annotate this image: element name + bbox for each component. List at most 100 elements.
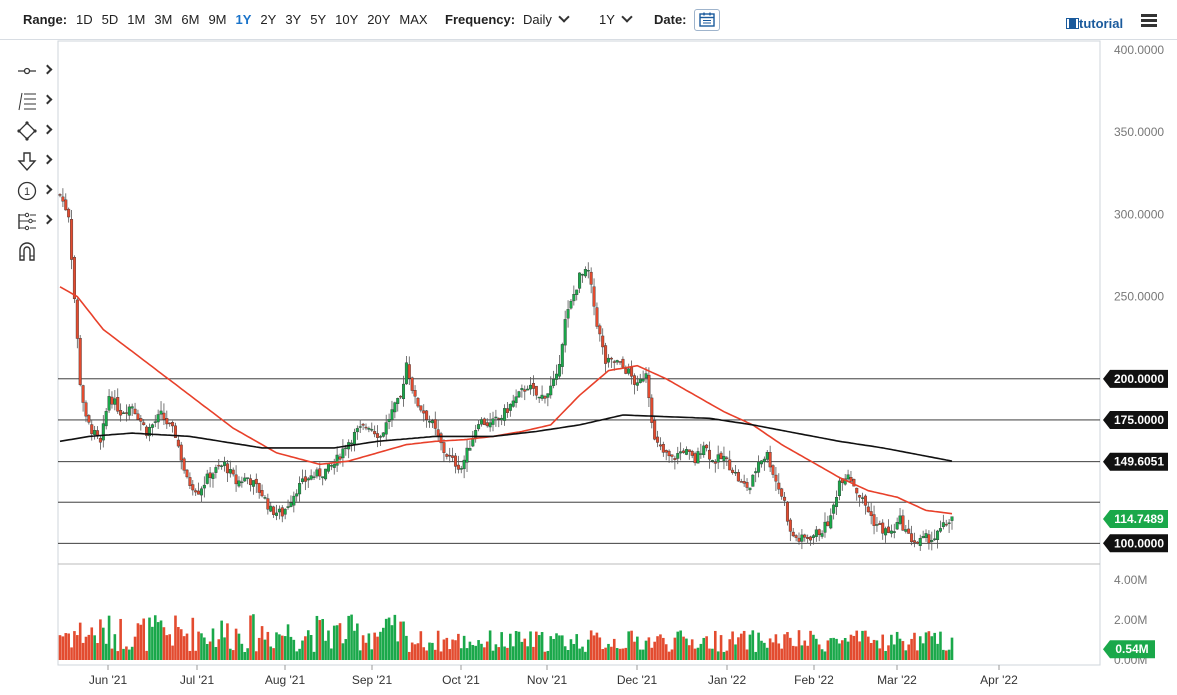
candle-body bbox=[748, 487, 752, 491]
range-2y[interactable]: 2Y bbox=[260, 12, 277, 27]
candle-body bbox=[107, 396, 111, 411]
period-value: 1Y bbox=[599, 12, 615, 27]
candle-body bbox=[488, 422, 492, 428]
hamburger-menu-icon[interactable] bbox=[1141, 14, 1157, 28]
volume-bar bbox=[690, 639, 694, 660]
range-3y[interactable]: 3Y bbox=[285, 12, 302, 27]
tool-patterns[interactable] bbox=[10, 208, 53, 238]
candle-body bbox=[159, 410, 163, 415]
candle-body bbox=[598, 325, 602, 335]
volume-bar bbox=[382, 627, 385, 660]
volume-bar bbox=[676, 631, 680, 660]
candle-body bbox=[127, 406, 131, 416]
range-1y[interactable]: 1Y bbox=[235, 12, 252, 27]
date-picker-button[interactable] bbox=[694, 9, 720, 31]
candle-body bbox=[780, 488, 784, 497]
period-select[interactable]: 1Y bbox=[599, 11, 633, 27]
candle-body bbox=[90, 424, 94, 435]
range-5d[interactable]: 5D bbox=[101, 12, 119, 27]
candle-body bbox=[231, 469, 235, 475]
volume-bar bbox=[913, 632, 916, 660]
candle-body bbox=[889, 530, 893, 534]
candle-body bbox=[950, 516, 954, 521]
candle-body bbox=[572, 294, 576, 302]
candle-body bbox=[716, 454, 720, 463]
volume-bar bbox=[399, 621, 402, 660]
candle-body bbox=[858, 495, 862, 498]
volume-bar bbox=[517, 631, 521, 660]
tool-fibonacci[interactable] bbox=[10, 88, 53, 118]
range-10y[interactable]: 10Y bbox=[335, 12, 359, 27]
volume-bar bbox=[390, 625, 394, 660]
volume-bar bbox=[384, 618, 388, 660]
candle-body bbox=[318, 468, 322, 477]
volume-bar bbox=[575, 634, 579, 660]
volume-bar bbox=[514, 631, 518, 660]
volume-bar bbox=[679, 630, 682, 660]
volume-bar bbox=[254, 651, 258, 660]
volume-bar bbox=[145, 650, 148, 660]
volume-bar bbox=[636, 636, 639, 660]
candle-body bbox=[835, 497, 839, 507]
tool-line[interactable] bbox=[10, 58, 53, 88]
volume-bar bbox=[543, 651, 547, 660]
volume-bar bbox=[673, 637, 677, 660]
candle-body bbox=[156, 414, 160, 423]
frequency-select[interactable]: Daily bbox=[523, 11, 570, 27]
range-20y[interactable]: 20Y bbox=[367, 12, 391, 27]
candle-body bbox=[881, 522, 885, 534]
volume-bar bbox=[803, 640, 807, 660]
volume-bar bbox=[127, 649, 131, 660]
tool-arrow[interactable] bbox=[10, 148, 53, 178]
candle-body bbox=[537, 396, 541, 399]
volume-bar bbox=[278, 634, 281, 660]
volume-bar bbox=[448, 649, 452, 660]
candle-body bbox=[612, 361, 616, 363]
volume-bar bbox=[252, 614, 255, 660]
candle-body bbox=[624, 368, 628, 374]
candle-body bbox=[800, 534, 804, 542]
candle-body bbox=[280, 507, 284, 517]
candle-body bbox=[814, 529, 818, 537]
volume-bar bbox=[820, 649, 824, 660]
range-1d[interactable]: 1D bbox=[76, 12, 93, 27]
volume-bar bbox=[474, 645, 477, 660]
volume-bar bbox=[70, 647, 73, 660]
volume-bar bbox=[191, 617, 195, 660]
last-price-badge-bg bbox=[1103, 510, 1168, 529]
candle-body bbox=[84, 402, 88, 417]
volume-bar bbox=[688, 645, 691, 660]
candle-body bbox=[523, 389, 527, 392]
range-3m[interactable]: 3M bbox=[154, 12, 173, 27]
range-5y[interactable]: 5Y bbox=[310, 12, 327, 27]
volume-bar bbox=[892, 644, 896, 660]
tool-magnet[interactable] bbox=[10, 238, 52, 268]
volume-bar bbox=[858, 641, 861, 660]
range-buttons: 1D 5D 1M 3M 6M 9M 1Y 2Y 3Y 5Y 10Y 20Y MAX bbox=[76, 12, 437, 27]
volume-bar bbox=[711, 648, 714, 660]
level-badge-bg bbox=[1103, 534, 1168, 553]
candle-body bbox=[531, 383, 535, 389]
candle-body bbox=[699, 453, 703, 455]
volume-bar bbox=[864, 630, 867, 660]
candle-body bbox=[81, 385, 85, 403]
volume-bar bbox=[659, 634, 662, 660]
range-9m[interactable]: 9M bbox=[208, 12, 227, 27]
candle-body bbox=[413, 390, 417, 397]
volume-bar bbox=[350, 614, 353, 660]
volume-bar bbox=[396, 641, 400, 660]
volume-bar bbox=[610, 646, 613, 660]
volume-bar bbox=[875, 640, 879, 660]
range-max[interactable]: MAX bbox=[399, 12, 428, 27]
volume-bar bbox=[693, 648, 697, 660]
tool-shape[interactable] bbox=[10, 118, 53, 148]
candle-body bbox=[122, 412, 126, 414]
volume-bar bbox=[849, 634, 853, 660]
candle-body bbox=[194, 490, 198, 493]
tool-number[interactable]: 1 bbox=[10, 178, 53, 208]
tutorial-link[interactable]: tutorial bbox=[1066, 16, 1123, 31]
volume-bar bbox=[682, 636, 685, 660]
range-6m[interactable]: 6M bbox=[181, 12, 200, 27]
range-1m[interactable]: 1M bbox=[127, 12, 146, 27]
